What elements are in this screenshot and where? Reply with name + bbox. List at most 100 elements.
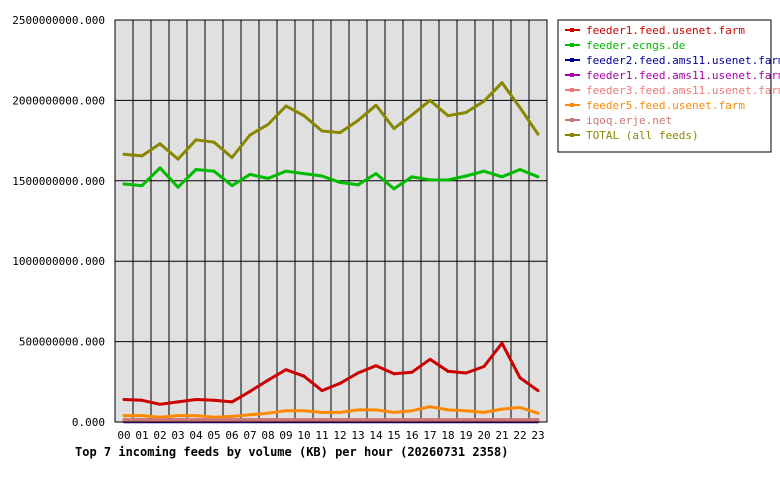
data-point: [248, 172, 252, 176]
data-point: [230, 400, 234, 404]
legend-box: [557, 19, 772, 153]
data-point: [176, 414, 180, 418]
data-point: [446, 178, 450, 182]
legend-entry: TOTAL (all feeds): [586, 129, 699, 142]
data-point: [266, 411, 270, 415]
data-point: [230, 155, 234, 159]
data-point: [140, 418, 144, 422]
data-point: [320, 174, 324, 178]
data-point: [482, 365, 486, 369]
grid-lines: [115, 19, 547, 423]
data-point: [284, 368, 288, 372]
data-point: [176, 400, 180, 404]
plot-frame: [114, 19, 548, 423]
legend-marker: [570, 28, 574, 32]
x-tick-label: 08: [261, 429, 274, 442]
data-point: [536, 411, 540, 415]
data-point: [122, 152, 126, 156]
data-point: [320, 418, 324, 422]
data-point: [122, 397, 126, 401]
data-point: [410, 370, 414, 374]
data-point: [158, 166, 162, 170]
data-point: [482, 418, 486, 422]
data-point: [230, 418, 234, 422]
data-point: [212, 169, 216, 173]
data-point: [464, 371, 468, 375]
data-point: [194, 168, 198, 172]
data-point: [140, 184, 144, 188]
legend-marker: [570, 43, 574, 47]
x-tick-label: 09: [279, 429, 292, 442]
data-point: [320, 410, 324, 414]
data-point: [464, 174, 468, 178]
legend-entry: iqoq.erje.net: [586, 114, 672, 127]
y-tick-label: 500000000.000: [19, 336, 105, 349]
data-point: [356, 418, 360, 422]
legend-marker: [570, 133, 574, 137]
data-point: [140, 414, 144, 418]
x-tick-label: 05: [207, 429, 220, 442]
x-tick-labels: 00 01 02 03 04 05 06 07 08 09 10 11 12 13 14 15 16 17 18 19…: [117, 429, 544, 442]
data-point: [122, 418, 126, 422]
data-point: [176, 418, 180, 422]
legend-marker: [570, 118, 574, 122]
data-point: [464, 409, 468, 413]
data-point: [266, 418, 270, 422]
x-tick-label: 10: [297, 429, 310, 442]
chart-title: Top 7 incoming feeds by volume (KB) per …: [75, 445, 508, 459]
x-tick-label: 12: [333, 429, 346, 442]
data-point: [338, 418, 342, 422]
data-point: [536, 389, 540, 393]
series-line-7: [123, 81, 540, 161]
data-point: [176, 157, 180, 161]
data-point: [536, 418, 540, 422]
data-point: [284, 169, 288, 173]
data-point: [158, 415, 162, 419]
x-tick-label: 03: [171, 429, 184, 442]
data-point: [212, 415, 216, 419]
data-point: [122, 182, 126, 186]
data-point: [356, 183, 360, 187]
legend: feeder1.feed.usenet.farm feeder.ecngs.de f…: [565, 24, 780, 142]
data-point: [302, 418, 306, 422]
data-point: [140, 398, 144, 402]
data-point: [122, 414, 126, 418]
x-tick-label: 20: [477, 429, 490, 442]
data-point: [194, 397, 198, 401]
legend-marker: [570, 88, 574, 92]
x-tick-label: 11: [315, 429, 328, 442]
x-tick-label: 23: [531, 429, 544, 442]
data-point: [284, 409, 288, 413]
data-point: [302, 114, 306, 118]
data-point: [392, 127, 396, 131]
legend-entry: feeder.ecngs.de: [586, 39, 685, 52]
data-point: [446, 408, 450, 412]
data-point: [176, 185, 180, 189]
data-point: [446, 418, 450, 422]
data-point: [248, 389, 252, 393]
data-point: [284, 104, 288, 108]
data-point: [374, 172, 378, 176]
data-point: [374, 103, 378, 107]
data-point: [392, 372, 396, 376]
data-point: [248, 413, 252, 417]
legend-marker: [570, 73, 574, 77]
y-tick-label: 2000000000.000: [12, 94, 105, 107]
legend-entry: feeder1.feed.usenet.farm: [586, 24, 745, 37]
data-point: [194, 138, 198, 142]
data-point: [356, 408, 360, 412]
data-point: [428, 405, 432, 409]
data-point: [428, 418, 432, 422]
data-point: [482, 169, 486, 173]
data-point: [446, 369, 450, 373]
data-point: [230, 184, 234, 188]
y-tick-labels: 0.000 500000000.000 1000000000.000 15000000…: [12, 14, 105, 429]
legend-marker: [570, 58, 574, 62]
x-tick-label: 00: [117, 429, 130, 442]
data-point: [266, 176, 270, 180]
data-point: [482, 410, 486, 414]
legend-marker: [570, 103, 574, 107]
data-point: [356, 119, 360, 122]
data-point: [158, 418, 162, 422]
